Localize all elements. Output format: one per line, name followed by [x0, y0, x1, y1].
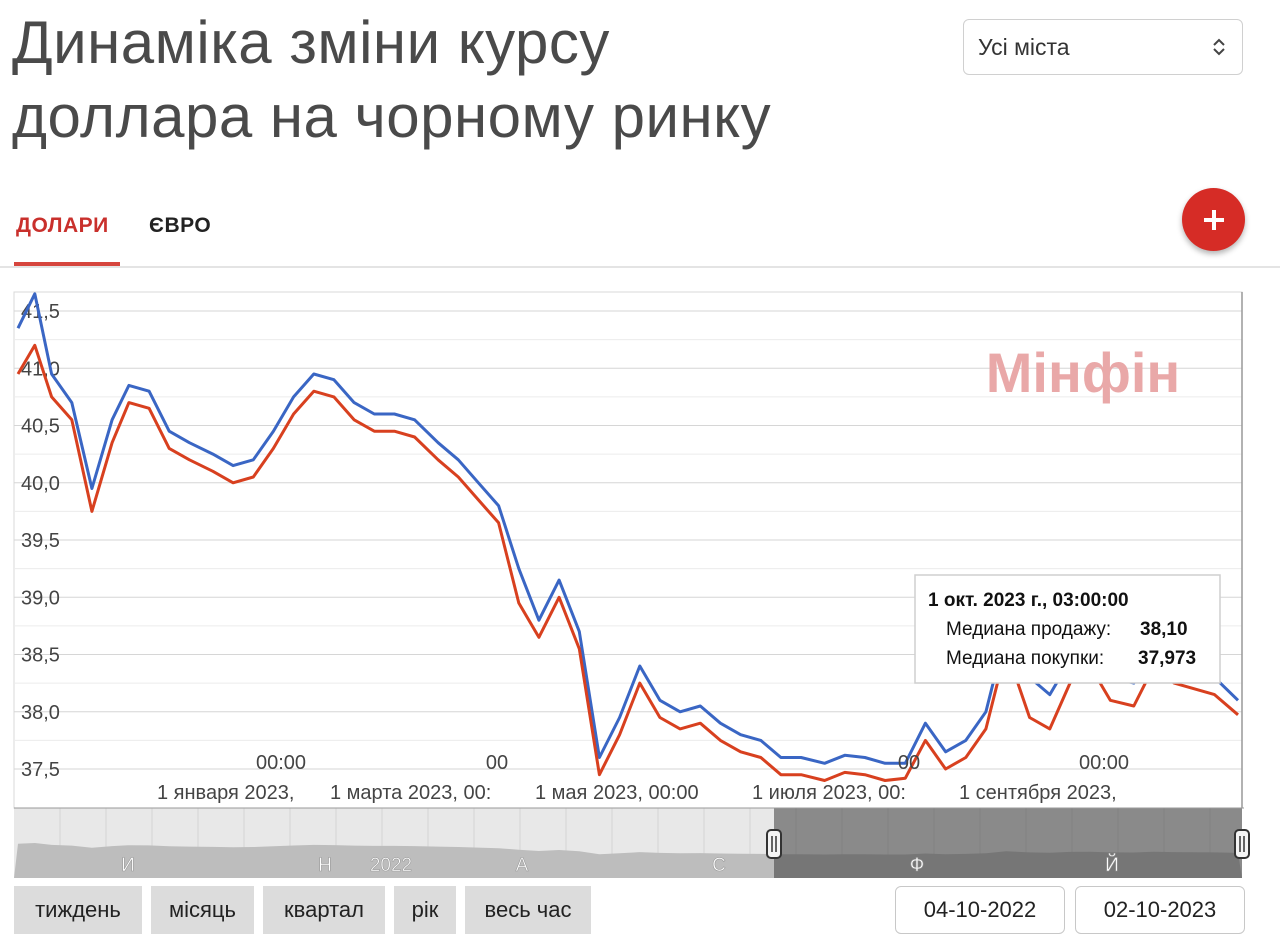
- x-tick-label-time: 00:00: [256, 752, 306, 774]
- navigator-label: 2022: [370, 855, 412, 876]
- currency-tabs: ДОЛАРИ ЄВРО: [0, 190, 1280, 268]
- x-tick-label-date: 1 марта 2023, 00:: [330, 782, 491, 804]
- tooltip-sell-value: 38,10: [1140, 619, 1188, 640]
- plus-icon: [1203, 209, 1224, 230]
- navigator-label: С: [712, 855, 726, 876]
- navigator-label: И: [121, 855, 135, 876]
- range-week-button[interactable]: тиждень: [14, 886, 142, 934]
- y-tick-label: 40,5: [21, 416, 60, 438]
- date-from-input[interactable]: [895, 886, 1065, 934]
- date-to-input[interactable]: [1075, 886, 1245, 934]
- y-tick-label: 39,5: [21, 530, 60, 552]
- x-tick-label-time: 00: [898, 752, 920, 774]
- y-tick-label: 40,0: [21, 473, 60, 495]
- y-tick-label: 37,5: [21, 759, 60, 781]
- y-tick-label: 38,0: [21, 702, 60, 724]
- y-tick-label: 39,0: [21, 587, 60, 609]
- chart-tooltip: 1 окт. 2023 г., 03:00:00 Медиана продажу…: [914, 574, 1221, 684]
- x-tick-label-date: 1 мая 2023, 00:00: [535, 782, 699, 804]
- navigator-handle[interactable]: [1234, 829, 1250, 859]
- range-year-button[interactable]: рік: [394, 886, 456, 934]
- x-tick-label-time: 00: [486, 752, 508, 774]
- range-quarter-button[interactable]: квартал: [263, 886, 385, 934]
- x-tick-label-date: 1 января 2023,: [157, 782, 294, 804]
- navigator-label: Ф: [910, 855, 924, 876]
- navigator-label: А: [516, 855, 529, 876]
- navigator-handle[interactable]: [766, 829, 782, 859]
- city-select-value: Усі міста: [978, 33, 1070, 60]
- chevron-up-down-icon: [1213, 38, 1225, 56]
- page-title-line1: Динаміка зміни курсу: [12, 9, 610, 76]
- range-month-button[interactable]: місяць: [151, 886, 254, 934]
- navigator-label: Н: [318, 855, 332, 876]
- y-tick-label: 41,5: [21, 301, 60, 323]
- y-tick-label: 38,5: [21, 645, 60, 667]
- range-all-button[interactable]: весь час: [465, 886, 591, 934]
- navigator-label: Й: [1105, 854, 1119, 876]
- tooltip-sell-label: Медиана продажу:: [946, 619, 1111, 640]
- tab-eur[interactable]: ЄВРО: [149, 214, 212, 237]
- x-tick-label-time: 00:00: [1079, 752, 1129, 774]
- chart-watermark: Мінфін: [986, 341, 1180, 404]
- tab-usd[interactable]: ДОЛАРИ: [16, 214, 109, 237]
- x-tick-label-date: 1 сентября 2023,: [959, 782, 1117, 804]
- navigator-selection[interactable]: [774, 808, 1242, 878]
- page-title-line2: доллара на чорному ринку: [12, 83, 772, 150]
- series-line-buy: [16, 343, 1239, 782]
- city-select[interactable]: Усі міста: [963, 19, 1243, 75]
- tooltip-buy-label: Медиана покупки:: [946, 648, 1104, 669]
- range-navigator[interactable]: И Н 2022 А С Ф Й: [14, 807, 1250, 878]
- x-tick-label-date: 1 июля 2023, 00:: [752, 782, 906, 804]
- add-button[interactable]: [1182, 188, 1245, 251]
- active-tab-indicator: [14, 262, 120, 266]
- tooltip-title: 1 окт. 2023 г., 03:00:00: [928, 590, 1129, 611]
- page-title: Динаміка зміни курсу доллара на чорному …: [12, 6, 771, 154]
- rate-chart[interactable]: Мінфін 41,541,040,540,039,539,038,538,03…: [0, 286, 1280, 878]
- tooltip-buy-value: 37,973: [1138, 648, 1196, 669]
